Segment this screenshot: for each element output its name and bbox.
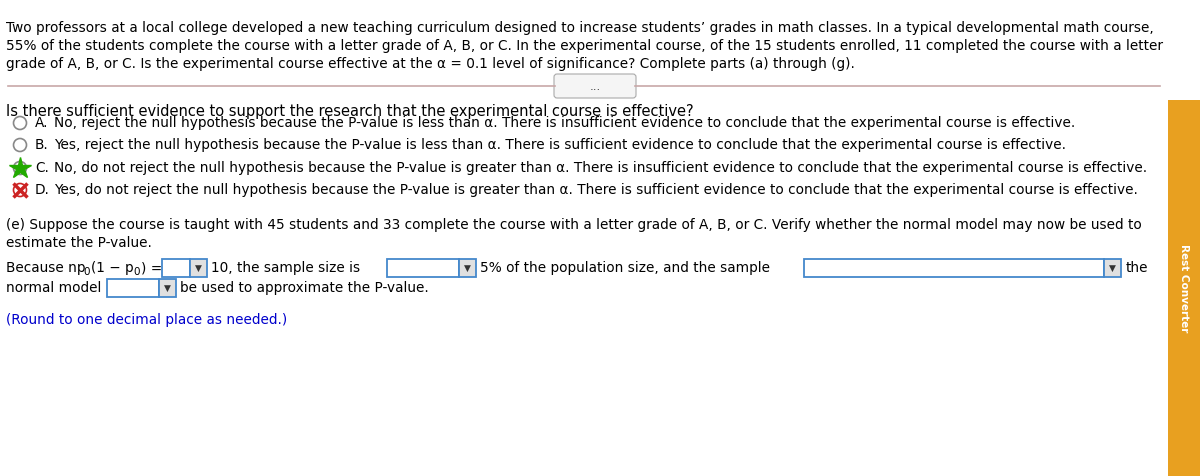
Text: Is there sufficient evidence to support the research that the experimental cours: Is there sufficient evidence to support … [6,104,694,119]
Text: 0: 0 [133,267,139,277]
Text: B.: B. [35,138,49,152]
Text: (1 − p: (1 − p [91,261,133,275]
Text: 10, the sample size is: 10, the sample size is [211,261,360,275]
Text: No, reject the null hypothesis because the P-value is less than α. There is insu: No, reject the null hypothesis because t… [54,116,1075,130]
FancyBboxPatch shape [158,279,176,297]
Text: ) =: ) = [142,261,162,275]
Text: D.: D. [35,183,50,197]
Text: ▼: ▼ [196,264,202,272]
Text: 55% of the students complete the course with a letter grade of A, B, or C. In th: 55% of the students complete the course … [6,39,1163,53]
FancyBboxPatch shape [162,259,190,277]
Text: ▼: ▼ [1109,264,1116,272]
Text: A.: A. [35,116,48,130]
FancyBboxPatch shape [1168,100,1200,476]
Text: grade of A, B, or C. Is the experimental course effective at the α = 0.1 level o: grade of A, B, or C. Is the experimental… [6,57,854,71]
Text: ▼: ▼ [164,284,170,292]
FancyBboxPatch shape [386,259,458,277]
Text: Because np: Because np [6,261,85,275]
Text: 0: 0 [83,267,90,277]
Text: estimate the P-value.: estimate the P-value. [6,236,152,250]
Text: No, do not reject the null hypothesis because the P-value is greater than α. The: No, do not reject the null hypothesis be… [54,161,1147,175]
Text: ▼: ▼ [464,264,470,272]
Text: 5% of the population size, and the sample: 5% of the population size, and the sampl… [480,261,770,275]
Text: Rest Converter: Rest Converter [1178,244,1189,332]
FancyBboxPatch shape [804,259,1104,277]
Text: C.: C. [35,161,49,175]
FancyBboxPatch shape [554,74,636,98]
Text: the: the [1126,261,1148,275]
Text: Yes, do not reject the null hypothesis because the P-value is greater than α. Th: Yes, do not reject the null hypothesis b… [54,183,1138,197]
Text: Yes, reject the null hypothesis because the P-value is less than α. There is suf: Yes, reject the null hypothesis because … [54,138,1066,152]
Text: (e) Suppose the course is taught with 45 students and 33 complete the course wit: (e) Suppose the course is taught with 45… [6,218,1141,232]
Text: ...: ... [589,79,601,92]
FancyBboxPatch shape [1104,259,1121,277]
Text: Two professors at a local college developed a new teaching curriculum designed t: Two professors at a local college develo… [6,21,1153,35]
FancyBboxPatch shape [458,259,476,277]
Text: (Round to one decimal place as needed.): (Round to one decimal place as needed.) [6,313,287,327]
Text: normal model: normal model [6,281,101,295]
Text: be used to approximate the P-value.: be used to approximate the P-value. [180,281,428,295]
FancyBboxPatch shape [190,259,208,277]
FancyBboxPatch shape [107,279,158,297]
